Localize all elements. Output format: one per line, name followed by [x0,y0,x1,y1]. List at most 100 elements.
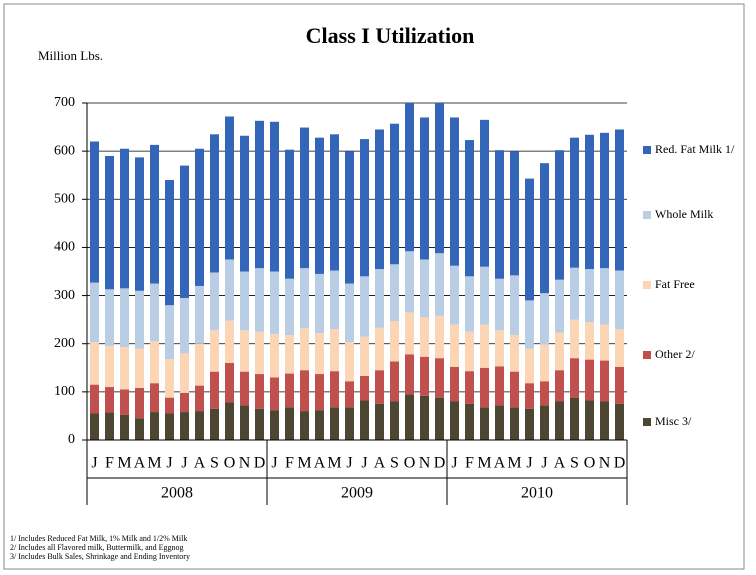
bar-segment [330,407,339,440]
bar-segment [585,269,594,323]
bar-segment [135,157,144,291]
group-label: 2009 [341,485,373,502]
bar-segment [195,411,204,440]
bar-segment [435,315,444,359]
bar-segment [525,300,534,349]
bar-segment [615,270,624,330]
x-tick-label: O [584,455,596,472]
bar-segment [525,408,534,440]
footnote: 3/ Includes Bulk Sales, Shrinkage and En… [10,552,190,561]
x-tick-label: J [271,455,277,472]
bar-segment [225,320,234,363]
bar-segment [240,135,249,272]
bar-segment [405,251,414,313]
bar-segment [420,259,429,318]
bar-segment [270,121,279,272]
bar-segment [120,389,129,415]
x-tick-label: D [254,455,266,472]
group-label: 2010 [521,485,553,502]
legend-label: Other 2/ [655,347,695,361]
x-tick-label: J [166,455,172,472]
y-tick-label: 700 [54,95,75,110]
bar-segment [570,358,579,398]
bar-segment [255,268,264,332]
x-tick-label: D [614,455,626,472]
bar-segment [405,394,414,440]
bar-segment [420,395,429,440]
bar-segment [540,405,549,440]
bar-segment [90,342,99,385]
bar-segment [330,134,339,271]
bar-segment [255,408,264,440]
legend-swatch [643,281,651,289]
bar-segment [360,375,369,401]
y-tick-label: 400 [54,240,75,255]
bar-segment [555,150,564,280]
bar-segment [615,366,624,404]
bar-segment [480,324,489,368]
bar-segment [225,259,234,321]
bar-segment [300,127,309,269]
bar-segment [330,270,339,330]
bar-segment [345,283,354,343]
bar-segment [105,346,114,388]
bar-segment [420,317,429,357]
bar-segment [540,344,549,382]
bar-segment [285,278,294,336]
bar-segment [120,347,129,390]
x-tick-label: M [117,455,131,472]
x-tick-label: J [541,455,547,472]
footnote: 2/ Includes all Flavored milk, Buttermil… [10,543,184,552]
legend-label: Misc 3/ [655,414,692,428]
bar-segment [540,381,549,406]
bar-segment [345,381,354,408]
bar-segment [555,332,564,371]
bar-segment [480,119,489,267]
bar-segment [210,408,219,440]
x-tick-label: F [285,455,294,472]
bar-segment [510,335,519,372]
x-tick-label: S [210,455,219,472]
bar-segment [300,370,309,412]
bar-segment [285,335,294,374]
bar-segment [165,397,174,414]
bar-segment [585,400,594,440]
bar-segment [315,374,324,411]
x-tick-label: J [346,455,352,472]
x-tick-label: M [147,455,161,472]
x-tick-label: M [507,455,521,472]
legend-swatch [643,418,651,426]
bar-segment [390,361,399,402]
bar-segment [90,141,99,283]
x-tick-label: O [404,455,416,472]
bar-segment [120,148,129,289]
bar-segment [210,330,219,372]
bar-segment [285,407,294,440]
bar-segment [525,178,534,301]
bar-segment [450,265,459,325]
bar-segment [360,336,369,376]
bar-segment [435,103,444,254]
legend-swatch [643,146,651,154]
x-tick-label: M [327,455,341,472]
x-tick-label: M [477,455,491,472]
x-tick-label: J [181,455,187,472]
bar-segment [555,279,564,333]
bar-segment [390,264,399,322]
x-tick-label: J [91,455,97,472]
bar-segment [600,360,609,402]
bar-segment [510,275,519,336]
bar-segment [570,137,579,268]
bar-segment [600,324,609,361]
bar-segment [555,370,564,402]
bar-segment [495,366,504,406]
bar-segment [540,163,549,294]
bar-segment [330,329,339,372]
bar-segment [210,272,219,331]
x-tick-label: A [194,455,206,472]
legend-label: Red. Fat Milk 1/ [655,142,735,156]
bar-segment [465,331,474,372]
bar-segment [465,276,474,332]
x-tick-label: A [314,455,326,472]
y-tick-label: 600 [54,143,75,158]
